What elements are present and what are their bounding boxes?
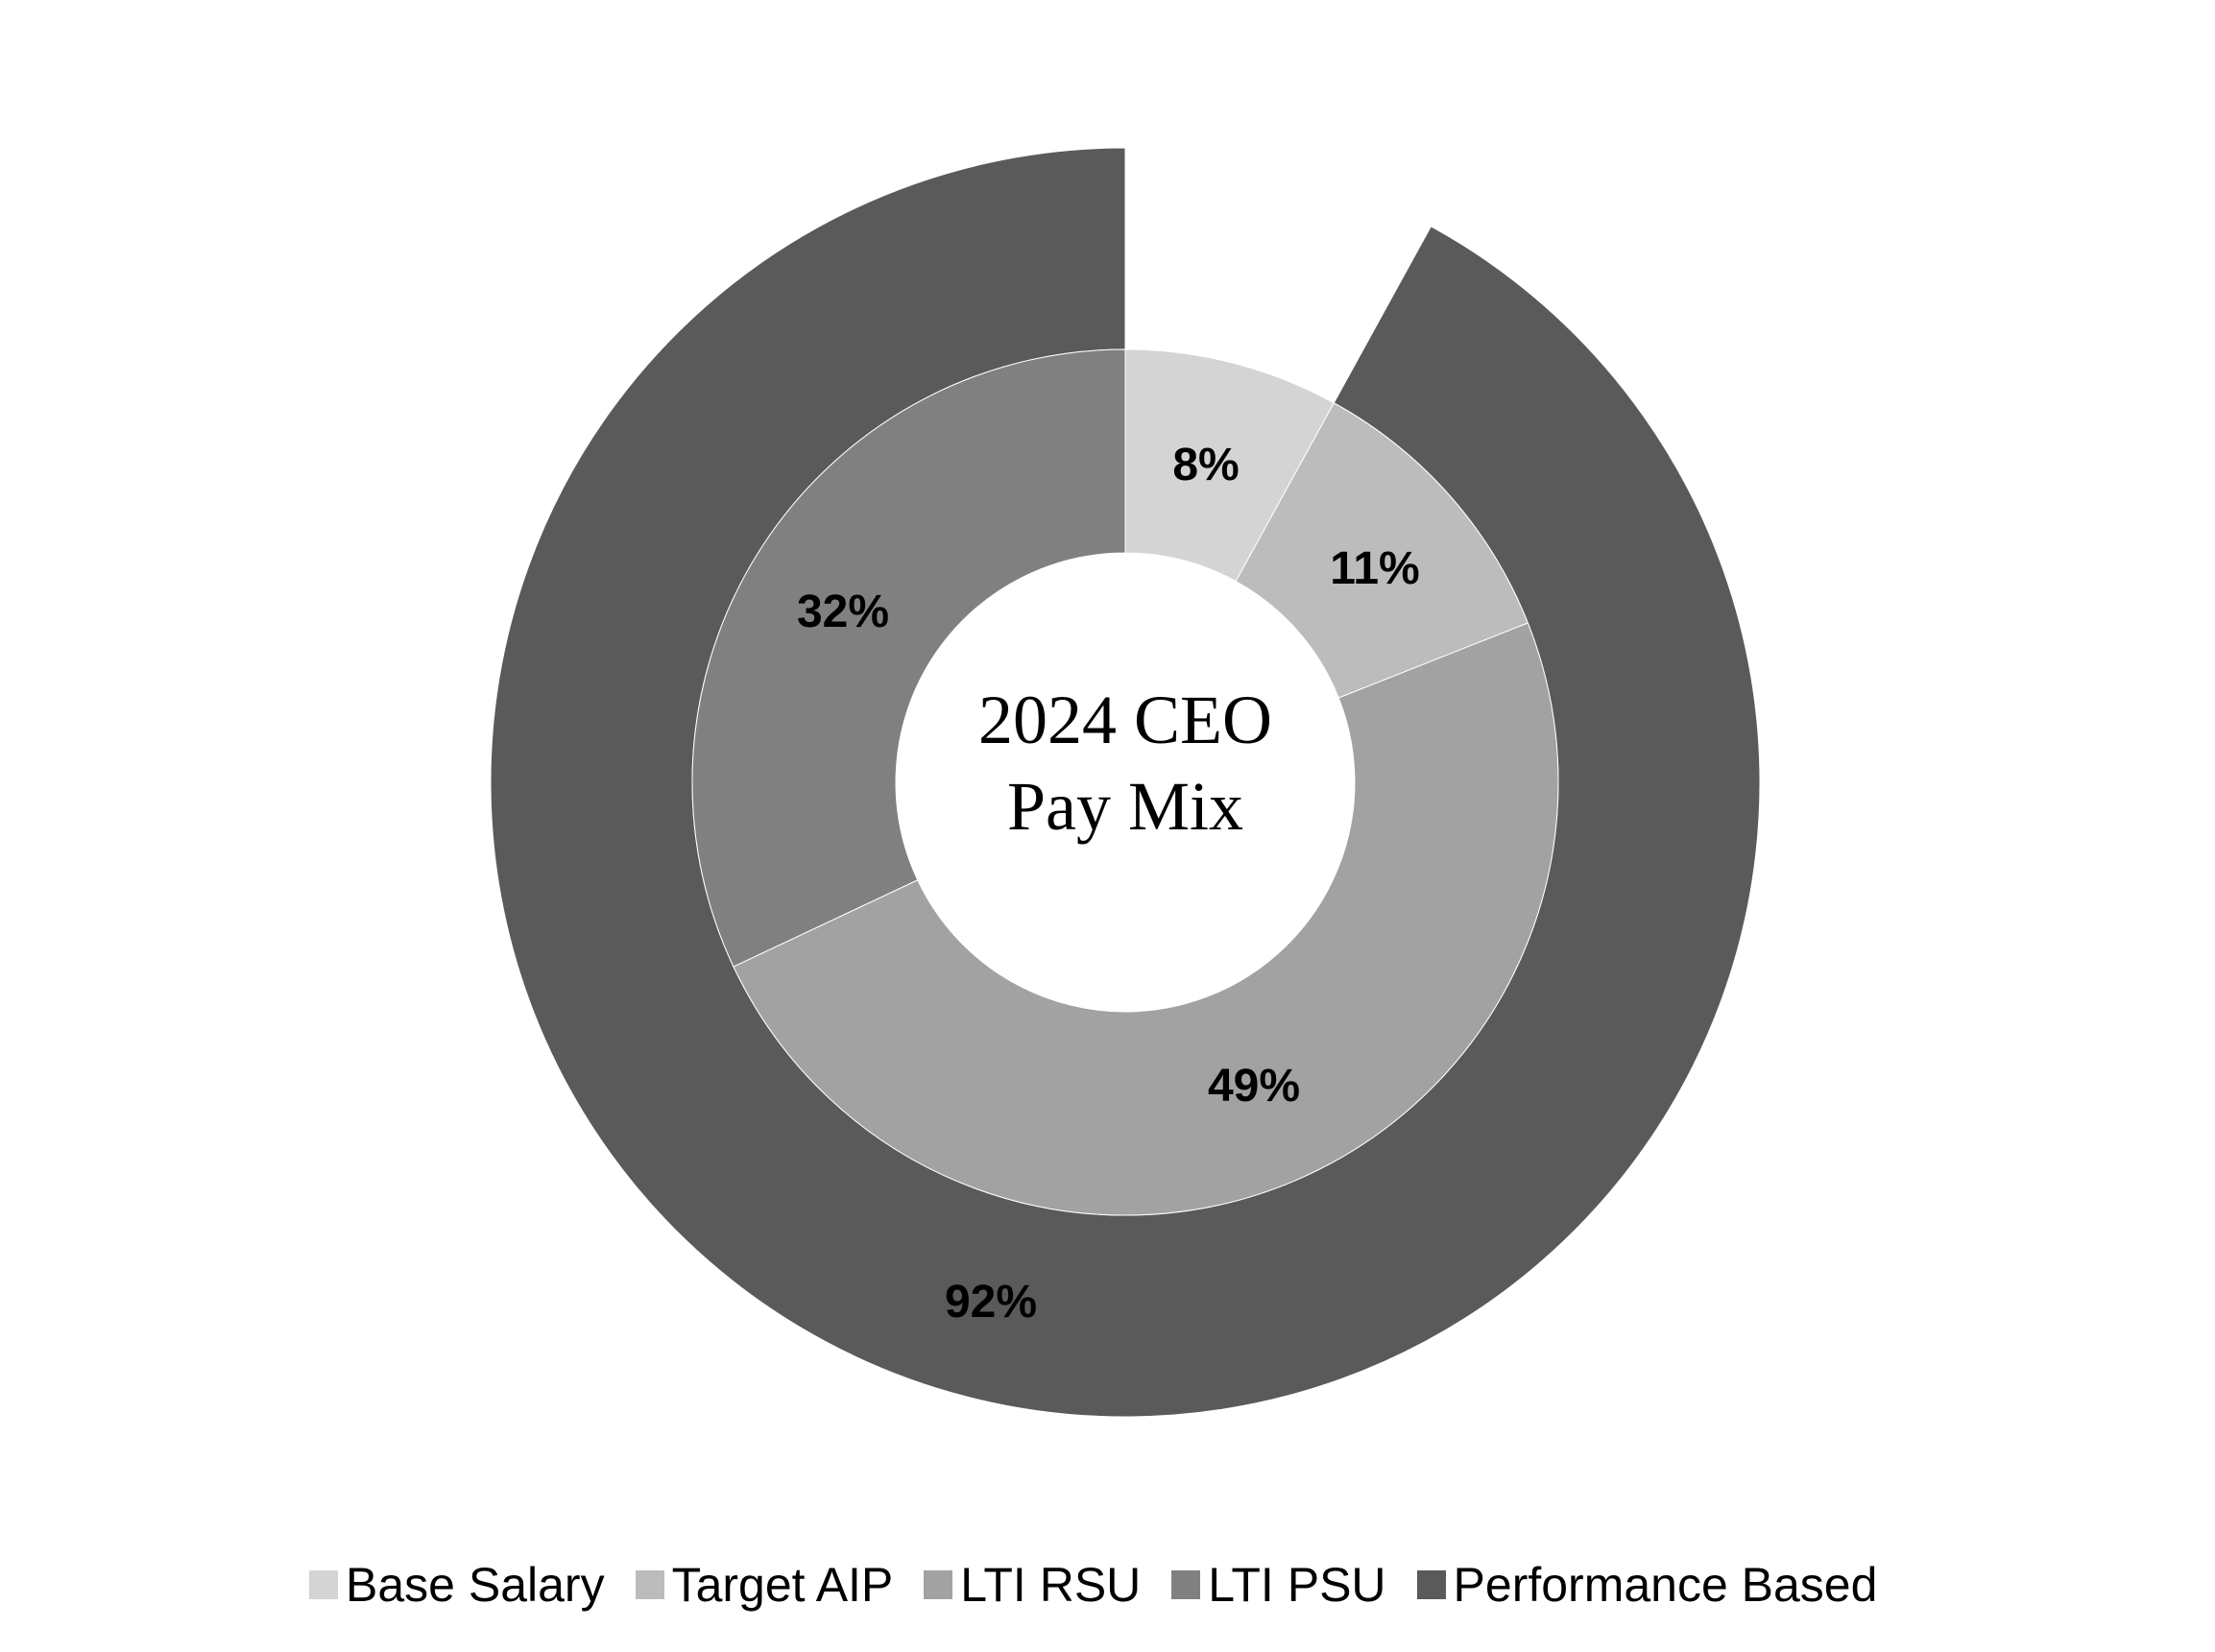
legend-label: Performance Based [1453,1558,1878,1612]
legend-item-performance-based: Performance Based [1416,1557,1878,1613]
legend-item-lti-rsu: LTI RSU [924,1557,1141,1613]
legend-swatch-icon [309,1570,338,1599]
slice-lti-rsu [733,622,1559,1216]
legend-item-base-salary: Base Salary [309,1557,605,1613]
legend-item-lti-psu: LTI PSU [1171,1557,1386,1613]
legend-label: Base Salary [346,1558,605,1612]
slice-label-lti-rsu: 49% [1208,1061,1300,1112]
legend-label: Target AIP [671,1558,894,1612]
legend-item-target-aip: Target AIP [635,1557,894,1613]
center-title-line2: Pay Mix [1006,768,1244,845]
slice-label-base-salary: 8% [1172,440,1239,491]
center-title-line1: 2024 CEO [978,682,1272,758]
legend-label: LTI RSU [960,1558,1142,1612]
donut-hole [896,553,1355,1012]
chart-center-title: 2024 CEO Pay Mix [885,677,1365,850]
legend-swatch-icon [1171,1570,1201,1599]
slice-label-lti-psu: 32% [797,587,889,637]
legend-swatch-icon [635,1570,664,1599]
legend-swatch-icon [1416,1570,1446,1599]
slice-lti-psu [691,348,1126,968]
legend-swatch-icon [924,1570,953,1599]
slice-label-target-aip: 11% [1330,543,1419,594]
slice-label-performance-based: 92% [945,1277,1037,1328]
legend-label: LTI PSU [1208,1558,1386,1612]
inner-ring [691,348,1559,1216]
chart-legend: Base Salary Target AIP LTI RSU LTI PSU P… [309,1557,1908,1613]
